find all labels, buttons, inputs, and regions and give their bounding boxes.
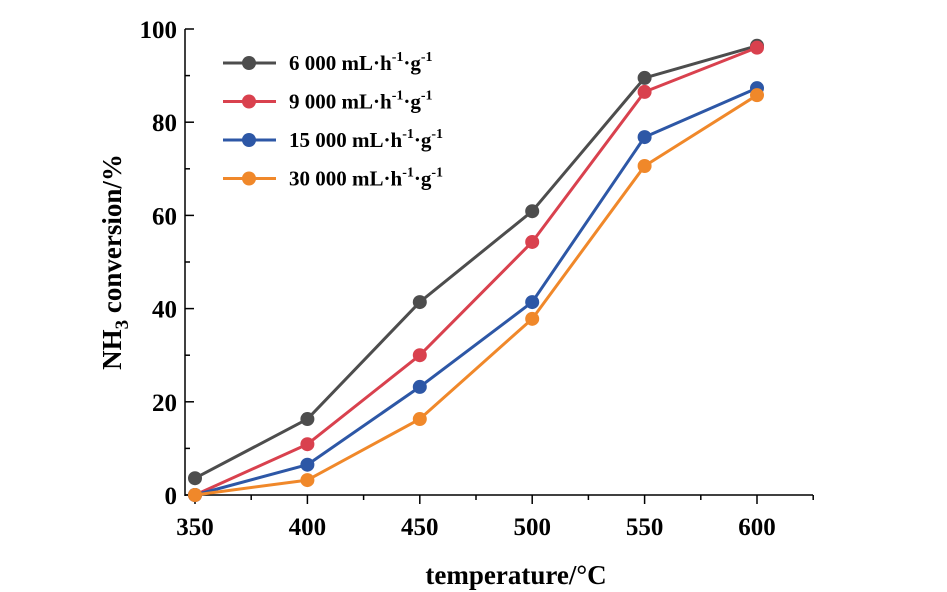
data-point [412,412,427,427]
data-point [300,457,315,472]
x-tick-label: 450 [401,514,439,541]
legend-marker [242,56,256,70]
y-axis-title-main: NH [97,329,127,370]
series-group [188,38,764,502]
axes [184,29,813,496]
series-1 [188,40,764,502]
x-tick-label: 350 [176,514,214,541]
data-point [300,412,315,427]
data-point [637,130,652,145]
y-tick-label: 0 [165,483,178,510]
data-point [525,311,540,326]
data-point [637,159,652,174]
x-tick-label: 500 [513,514,551,541]
series-line [194,44,758,480]
legend-label-sup: -1 [431,127,443,142]
data-point [300,473,315,488]
series-line [194,46,758,497]
data-point [412,379,427,394]
legend-marker [242,171,256,186]
legend-label-sup: -1 [392,89,404,104]
legend-item: 15 000 mL·h-1·g-1 [223,127,443,152]
y-tick-label: 20 [152,390,177,417]
series-line [194,93,758,497]
legend-marker [242,133,256,147]
y-ticks: 0 20 40 60 80 100 [140,17,194,510]
series-0 [188,38,764,486]
data-point [525,295,540,310]
legend: 6 000 mL·h-1·g-19 000 mL·h-1·g-115 000 m… [223,50,443,191]
legend-label-sup: -1 [392,50,404,65]
legend-item: 30 000 mL·h-1·g-1 [223,166,443,191]
legend-label: 6 000 mL·h-1·g-1 [289,50,433,75]
data-point [637,70,652,85]
data-point [637,84,652,99]
legend-label-mid: ·g [414,128,432,152]
y-tick-label: 80 [152,110,177,137]
legend-label-sup: -1 [402,166,414,181]
series-3 [188,88,764,502]
legend-label-mid: ·g [403,90,421,114]
x-ticks: 350 400 450 500 550 600 [176,495,814,541]
legend-label-mid: ·g [403,51,421,75]
legend-label: 9 000 mL·h-1·g-1 [289,89,433,114]
x-tick-label: 400 [289,514,327,541]
data-point [750,88,764,103]
y-tick-label: 40 [152,297,177,324]
legend-item: 9 000 mL·h-1·g-1 [223,89,433,114]
y-tick-label: 100 [140,17,178,44]
legend-label-sup: -1 [421,50,433,65]
legend-label-main: 30 000 mL·h [289,167,403,191]
legend-label: 15 000 mL·h-1·g-1 [289,127,443,152]
data-point [188,471,202,486]
data-point [525,204,540,219]
y-axis-title: NH3 conversion/% [97,154,133,370]
data-point [300,437,315,452]
y-axis-title-sub: 3 [112,320,133,330]
legend-label-sup: -1 [402,127,414,142]
legend-label-sup: -1 [421,89,433,104]
legend-label-mid: ·g [414,167,432,191]
legend-label-main: 6 000 mL·h [289,51,392,75]
data-point [188,488,202,502]
data-point [412,295,427,310]
data-point [412,348,427,363]
legend-label: 30 000 mL·h-1·g-1 [289,166,443,191]
data-point [525,234,540,249]
x-tick-label: 550 [626,514,664,541]
series-line [194,86,758,497]
data-point [750,40,764,55]
x-tick-label: 600 [738,514,776,541]
legend-label-sup: -1 [431,166,443,181]
y-axis-title-rest: conversion/% [97,154,127,320]
x-axis-title: temperature/°C [425,560,606,590]
legend-label-main: 15 000 mL·h [289,128,403,152]
legend-item: 6 000 mL·h-1·g-1 [223,50,433,75]
y-tick-label: 60 [152,203,177,230]
legend-marker [242,94,256,109]
legend-label-main: 9 000 mL·h [289,90,392,114]
